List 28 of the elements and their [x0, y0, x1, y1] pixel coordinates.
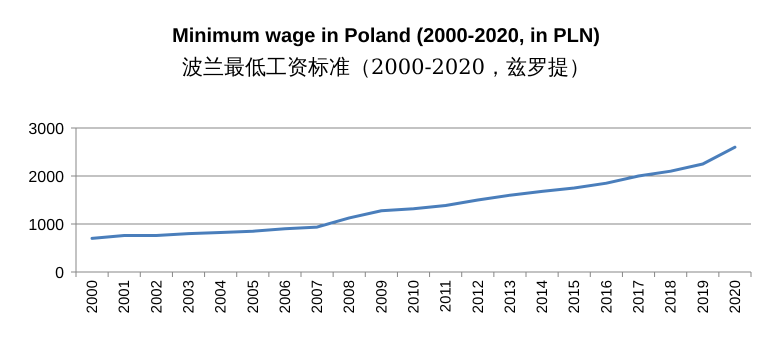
x-tick-label: 2004 [212, 280, 230, 314]
x-tick-label: 2017 [630, 280, 648, 314]
x-tick-label: 2010 [406, 280, 422, 314]
x-tick-label: 2020 [726, 280, 744, 314]
chart-subtitle: 波兰最低工资标准（2000-2020，兹罗提） [182, 55, 590, 79]
x-tick-label: 2016 [598, 280, 616, 314]
x-tick-label: 2013 [502, 280, 519, 314]
y-tick-label: 1000 [28, 217, 64, 234]
x-tick-label: 2000 [84, 280, 102, 314]
chart-title: Minimum wage in Poland (2000-2020, in PLN) [172, 25, 600, 47]
x-tick-label: 2002 [148, 280, 166, 314]
x-tick-label: 2003 [180, 280, 198, 314]
y-tick-label: 3000 [28, 121, 64, 138]
x-tick-label: 2015 [566, 280, 584, 314]
x-tick-label: 2009 [373, 280, 390, 314]
x-tick-label: 2007 [309, 280, 326, 314]
x-tick-label: 2006 [276, 280, 294, 314]
y-tick-label: 2000 [28, 169, 64, 186]
x-tick-label: 2008 [341, 280, 358, 314]
y-tick-label: 0 [55, 265, 64, 282]
x-tick-label: 2014 [534, 280, 552, 314]
x-tick-label: 2019 [694, 280, 712, 314]
x-tick-label: 2011 [438, 280, 455, 312]
x-tick-label: 2018 [662, 280, 680, 314]
x-tick-label: 2012 [470, 280, 487, 314]
x-tick-label: 2001 [116, 280, 134, 314]
line-series [90, 146, 736, 240]
x-tick-label: 2005 [244, 280, 262, 314]
